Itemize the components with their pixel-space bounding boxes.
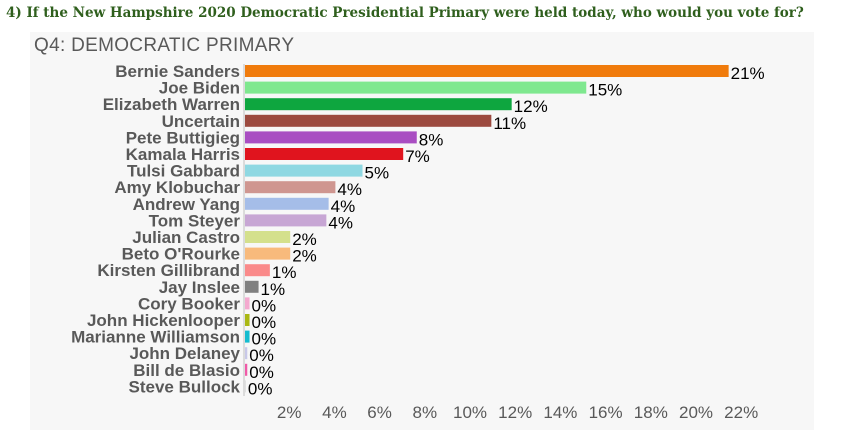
bar	[245, 297, 250, 310]
data-label: 2%	[292, 247, 317, 266]
data-label: 0%	[252, 313, 277, 332]
bar	[245, 380, 246, 393]
category-label: Marianne Williamson	[71, 328, 240, 347]
bar	[245, 231, 291, 243]
category-label: Joe Biden	[159, 79, 240, 98]
bar	[245, 148, 404, 160]
x-tick-label: 6%	[367, 403, 392, 422]
category-label: Andrew Yang	[133, 195, 240, 214]
x-tick-label: 10%	[453, 403, 487, 422]
question-text: 4) If the New Hampshire 2020 Democratic …	[6, 5, 804, 21]
x-tick-label: 16%	[589, 403, 623, 422]
data-label: 7%	[405, 147, 430, 166]
bar	[245, 164, 363, 177]
chart-title: Q4: DEMOCRATIC PRIMARY	[34, 35, 295, 56]
bar	[245, 330, 250, 343]
category-label: Kamala Harris	[126, 145, 240, 164]
category-label: Uncertain	[162, 112, 240, 131]
bar	[245, 247, 291, 260]
category-label: Steve Bullock	[129, 377, 241, 396]
category-label: Beto O'Rourke	[122, 245, 240, 264]
category-label: Tulsi Gabbard	[127, 162, 240, 181]
x-tick-label: 14%	[543, 403, 577, 422]
x-tick-label: 12%	[498, 403, 532, 422]
data-label: 0%	[249, 363, 274, 382]
bar	[245, 65, 729, 77]
bar	[245, 280, 259, 293]
bar	[245, 131, 417, 144]
x-tick-label: 18%	[634, 403, 668, 422]
bar	[245, 181, 336, 194]
x-tick-label: 2%	[277, 403, 302, 422]
category-label: Jay Inslee	[159, 278, 240, 297]
bar	[245, 314, 250, 326]
data-label: 8%	[419, 130, 444, 149]
data-label: 12%	[514, 97, 548, 116]
category-label: Elizabeth Warren	[103, 95, 240, 114]
data-label: 0%	[252, 330, 277, 349]
category-label: John Hickenlooper	[87, 311, 240, 330]
category-label: Bernie Sanders	[115, 62, 240, 81]
data-label: 0%	[252, 296, 277, 315]
data-label: 1%	[261, 280, 286, 299]
bar	[245, 264, 270, 277]
data-label: 21%	[731, 64, 765, 83]
bar	[245, 363, 248, 376]
bar	[245, 98, 512, 111]
category-label: Tom Steyer	[149, 211, 241, 230]
category-label: John Delaney	[129, 344, 240, 363]
category-label: Bill de Blasio	[133, 361, 240, 380]
data-label: 5%	[365, 164, 390, 183]
bar	[245, 197, 329, 210]
data-label: 0%	[248, 379, 273, 398]
bar	[245, 214, 327, 227]
data-label: 1%	[272, 263, 297, 282]
x-tick-label: 22%	[724, 403, 758, 422]
data-label: 2%	[292, 230, 317, 249]
data-label: 4%	[331, 197, 356, 216]
data-label: 4%	[337, 180, 362, 199]
category-label: Amy Klobuchar	[114, 178, 240, 197]
category-label: Pete Buttigieg	[126, 128, 240, 147]
x-tick-label: 20%	[679, 403, 713, 422]
x-tick-label: 8%	[413, 403, 438, 422]
data-label: 4%	[328, 213, 353, 232]
data-label: 0%	[249, 346, 274, 365]
bar	[245, 81, 587, 94]
category-label: Cory Booker	[138, 294, 240, 313]
category-label: Kirsten Gillibrand	[97, 261, 240, 280]
data-label: 15%	[588, 81, 622, 100]
bar	[245, 114, 492, 127]
x-tick-label: 4%	[322, 403, 347, 422]
data-label: 11%	[493, 114, 526, 133]
category-label: Julian Castro	[132, 228, 240, 247]
bar	[245, 347, 248, 360]
